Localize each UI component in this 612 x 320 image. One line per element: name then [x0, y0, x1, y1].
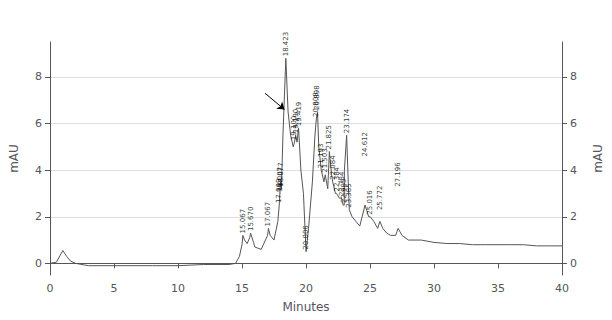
svg-text:Minutes: Minutes [282, 300, 329, 314]
svg-text:4: 4 [35, 164, 42, 177]
svg-text:25.772: 25.772 [376, 186, 384, 211]
svg-text:27.196: 27.196 [394, 162, 402, 187]
svg-text:8: 8 [570, 70, 577, 83]
svg-text:15: 15 [235, 282, 249, 295]
svg-text:2: 2 [35, 210, 42, 223]
svg-text:6: 6 [35, 117, 42, 130]
svg-text:18.077: 18.077 [277, 162, 285, 187]
svg-text:18.423: 18.423 [282, 32, 290, 57]
svg-text:21.503: 21.503 [321, 148, 330, 173]
svg-text:35: 35 [491, 282, 505, 295]
svg-text:20.006: 20.006 [302, 225, 310, 250]
svg-text:21.825: 21.825 [325, 125, 333, 150]
svg-text:23.174: 23.174 [343, 108, 351, 133]
svg-text:15.670: 15.670 [247, 207, 255, 232]
svg-text:40: 40 [555, 282, 569, 295]
svg-text:5: 5 [111, 282, 118, 295]
svg-text:25: 25 [363, 282, 377, 295]
svg-text:0: 0 [47, 282, 54, 295]
svg-text:25.016: 25.016 [366, 190, 374, 215]
svg-text:24.612: 24.612 [361, 132, 369, 157]
svg-text:mAU: mAU [7, 144, 21, 173]
svg-text:17.067: 17.067 [264, 202, 272, 227]
svg-text:30: 30 [427, 282, 441, 295]
svg-text:0: 0 [570, 257, 577, 270]
svg-text:15.067: 15.067 [238, 208, 247, 234]
svg-text:2: 2 [570, 210, 577, 223]
svg-text:20.898: 20.898 [313, 85, 321, 110]
svg-text:0: 0 [35, 257, 42, 270]
svg-text:mAU: mAU [591, 144, 605, 173]
svg-text:23.385: 23.385 [345, 183, 353, 208]
svg-text:6: 6 [570, 117, 577, 130]
svg-text:22.985: 22.985 [340, 178, 349, 204]
svg-text:20: 20 [299, 282, 313, 295]
svg-text:19.419: 19.419 [295, 102, 303, 127]
svg-text:8: 8 [35, 70, 42, 83]
svg-text:10: 10 [171, 282, 185, 295]
svg-text:4: 4 [570, 164, 577, 177]
svg-text:22.384: 22.384 [332, 166, 341, 192]
